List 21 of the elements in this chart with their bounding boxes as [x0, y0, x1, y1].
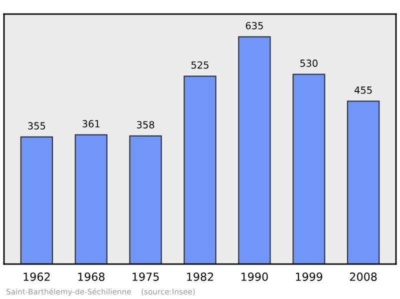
x-tick-label: 1990: [242, 272, 268, 281]
bar: [74, 134, 108, 264]
data-label: 358: [137, 121, 154, 128]
bar: [20, 136, 54, 264]
x-tick-label: 1968: [78, 272, 104, 281]
bar: [346, 100, 380, 264]
data-label: 525: [191, 61, 208, 69]
data-label: 455: [354, 86, 372, 94]
data-label: 355: [28, 122, 46, 130]
x-tick-label: 1982: [187, 272, 214, 281]
bar: [184, 76, 216, 264]
x-tick-label: 2008: [350, 272, 377, 281]
bar: [238, 36, 271, 264]
x-tick-label: 1999: [296, 272, 322, 281]
data-label: 635: [246, 22, 263, 30]
data-label: 361: [82, 120, 100, 128]
bar: [129, 135, 162, 264]
x-tick-label: 1975: [132, 272, 159, 281]
bar: [292, 74, 326, 264]
data-label: 530: [300, 60, 318, 67]
x-tick-label: 1962: [24, 272, 50, 281]
